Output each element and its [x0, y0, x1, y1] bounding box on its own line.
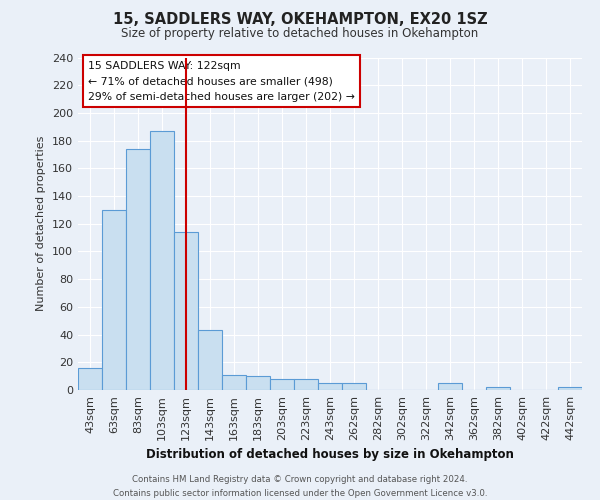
Bar — [318, 383, 342, 390]
Bar — [174, 232, 198, 390]
Bar — [294, 379, 318, 390]
Bar — [438, 383, 462, 390]
Bar — [126, 149, 150, 390]
Text: 15 SADDLERS WAY: 122sqm
← 71% of detached houses are smaller (498)
29% of semi-d: 15 SADDLERS WAY: 122sqm ← 71% of detache… — [88, 61, 355, 102]
Bar — [558, 387, 582, 390]
Bar — [198, 330, 222, 390]
Bar — [270, 379, 294, 390]
Bar — [150, 131, 174, 390]
Bar — [486, 387, 510, 390]
Bar — [78, 368, 102, 390]
X-axis label: Distribution of detached houses by size in Okehampton: Distribution of detached houses by size … — [146, 448, 514, 462]
Text: Contains HM Land Registry data © Crown copyright and database right 2024.
Contai: Contains HM Land Registry data © Crown c… — [113, 476, 487, 498]
Y-axis label: Number of detached properties: Number of detached properties — [37, 136, 46, 312]
Bar — [102, 210, 126, 390]
Bar — [222, 375, 246, 390]
Bar — [342, 383, 366, 390]
Bar — [246, 376, 270, 390]
Text: Size of property relative to detached houses in Okehampton: Size of property relative to detached ho… — [121, 28, 479, 40]
Text: 15, SADDLERS WAY, OKEHAMPTON, EX20 1SZ: 15, SADDLERS WAY, OKEHAMPTON, EX20 1SZ — [113, 12, 487, 28]
